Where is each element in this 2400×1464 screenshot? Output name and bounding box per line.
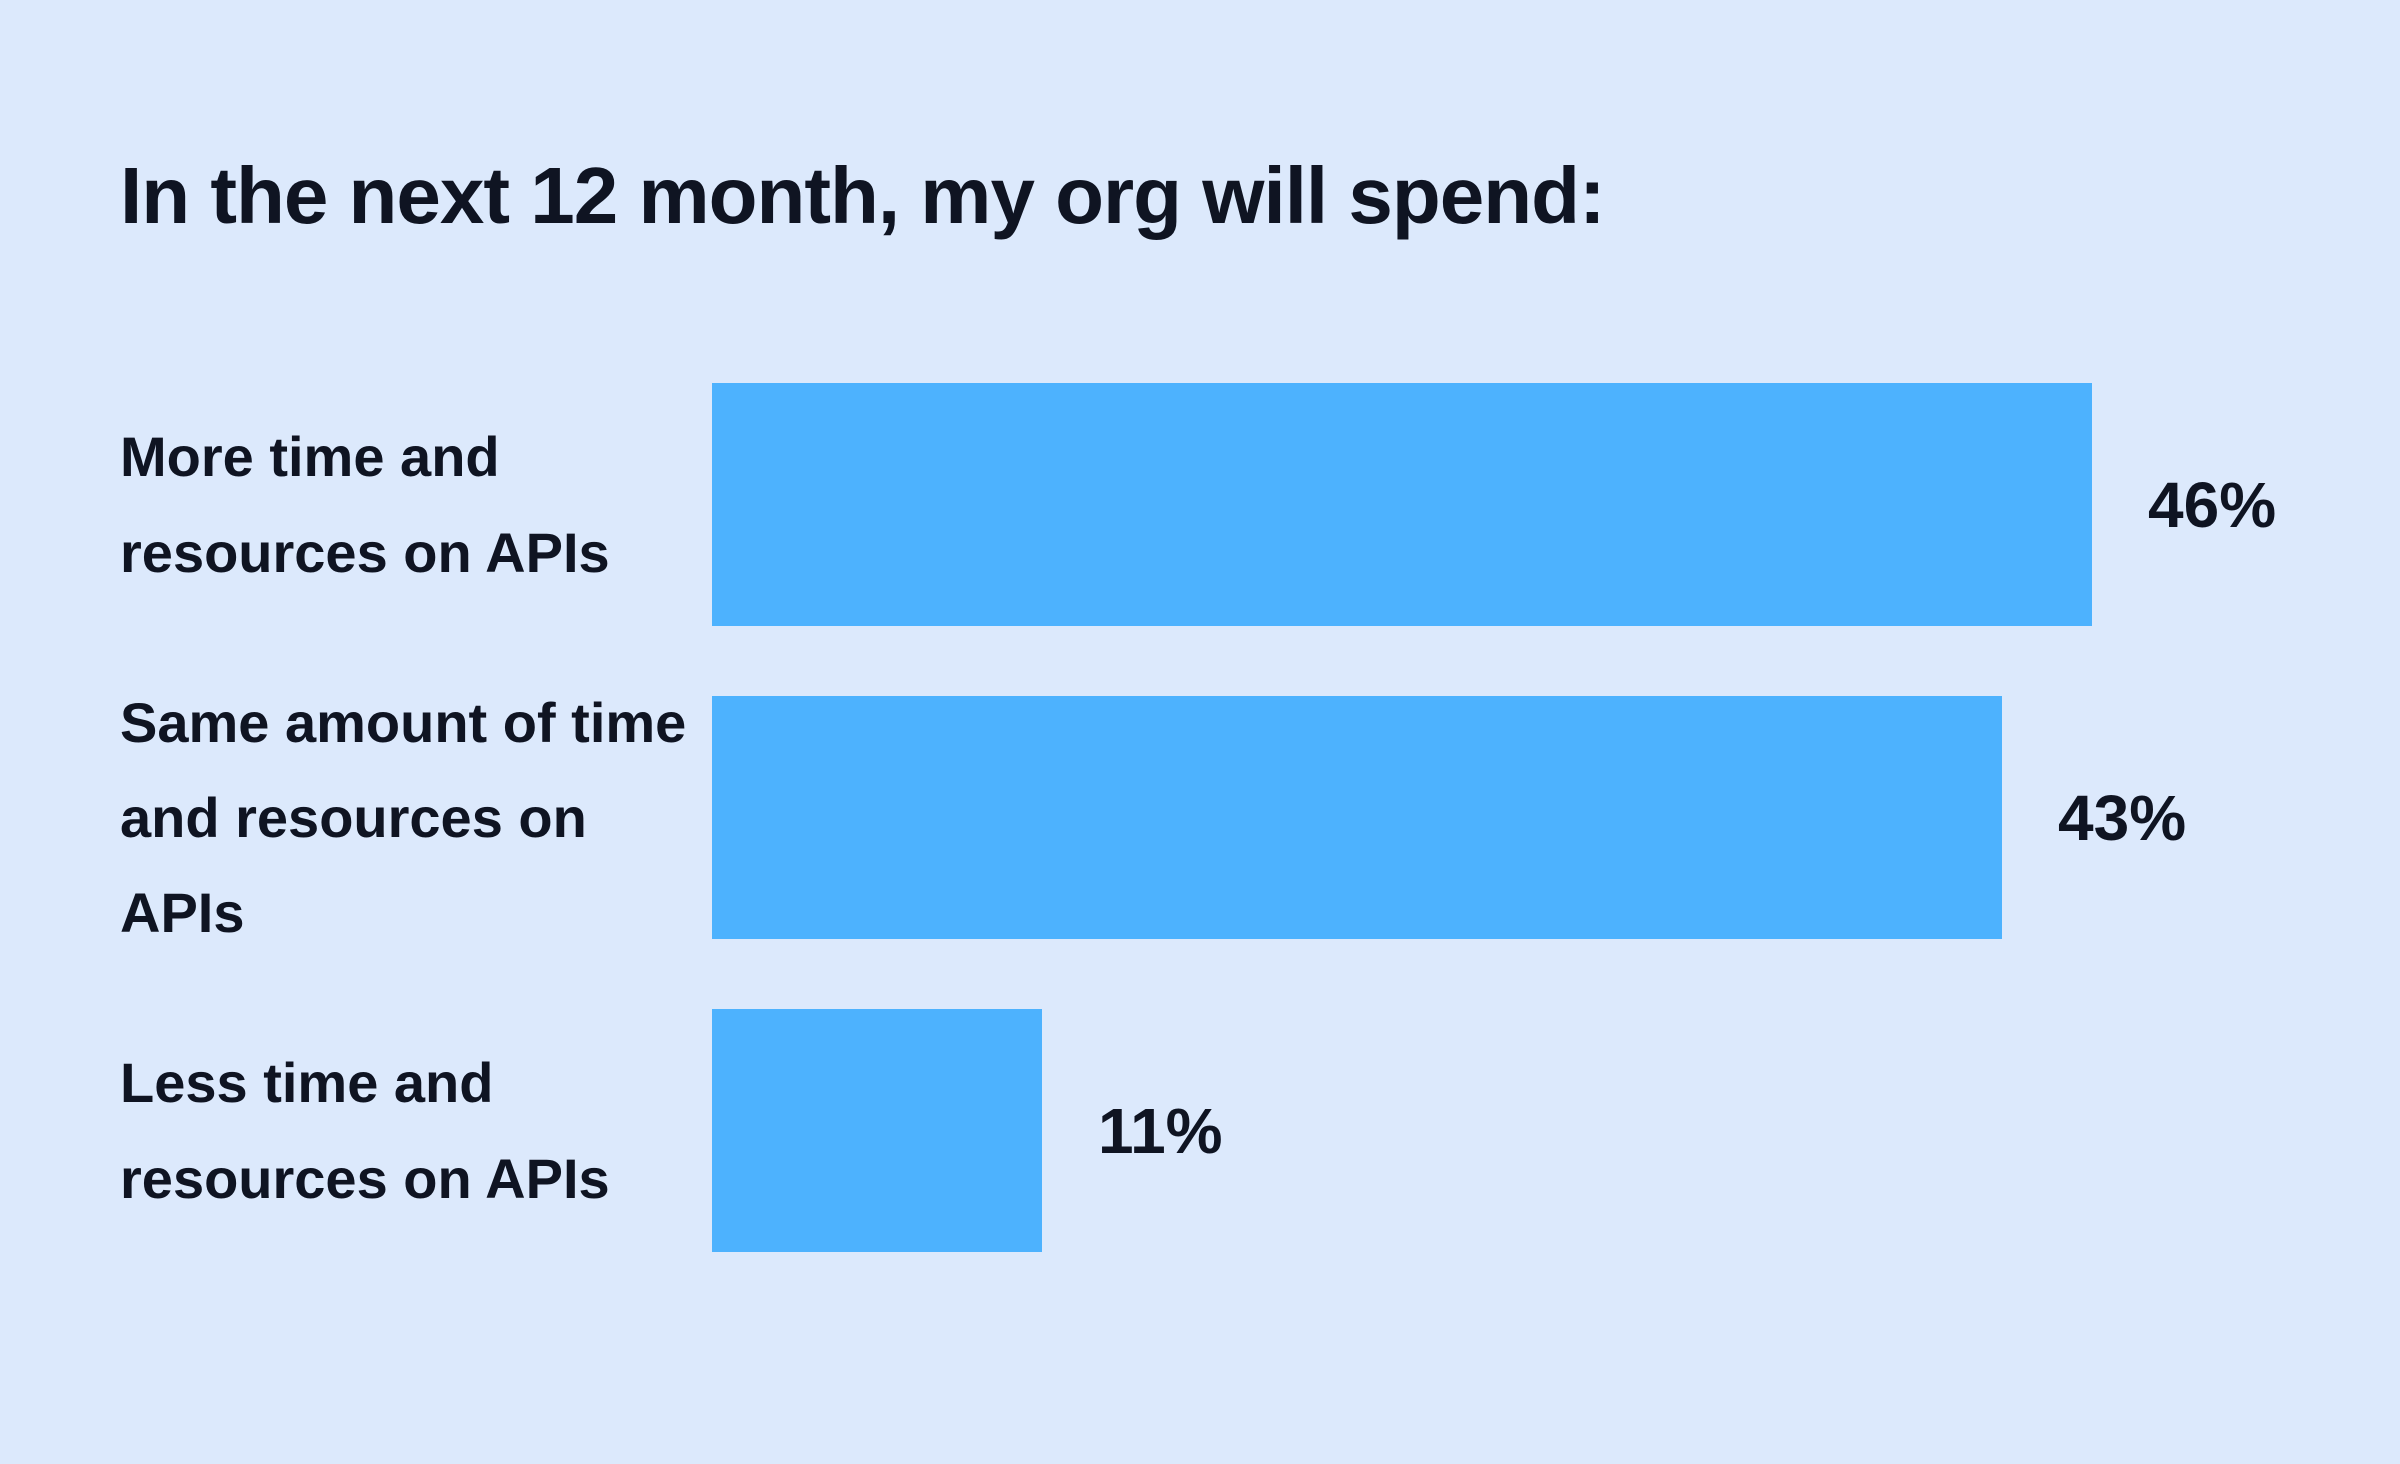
bar	[712, 1009, 1042, 1252]
bar-chart: More time and resources on APIs 46% Same…	[120, 383, 2400, 1252]
bar-row: Less time and resources on APIs 11%	[120, 1009, 2400, 1252]
bar-row: Same amount of time and resources on API…	[120, 691, 2400, 944]
value-label: 43%	[2058, 781, 2187, 854]
bar-row: More time and resources on APIs 46%	[120, 383, 2400, 626]
value-label: 46%	[2148, 468, 2277, 541]
category-label: Less time and resources on APIs	[120, 1051, 610, 1210]
category-label: Same amount of time and resources on API…	[120, 690, 687, 945]
category-label: More time and resources on APIs	[120, 425, 610, 584]
bar	[712, 696, 2002, 939]
bar	[712, 383, 2092, 626]
chart-title: In the next 12 month, my org will spend:	[120, 151, 1606, 240]
value-label: 11%	[1098, 1094, 1223, 1167]
